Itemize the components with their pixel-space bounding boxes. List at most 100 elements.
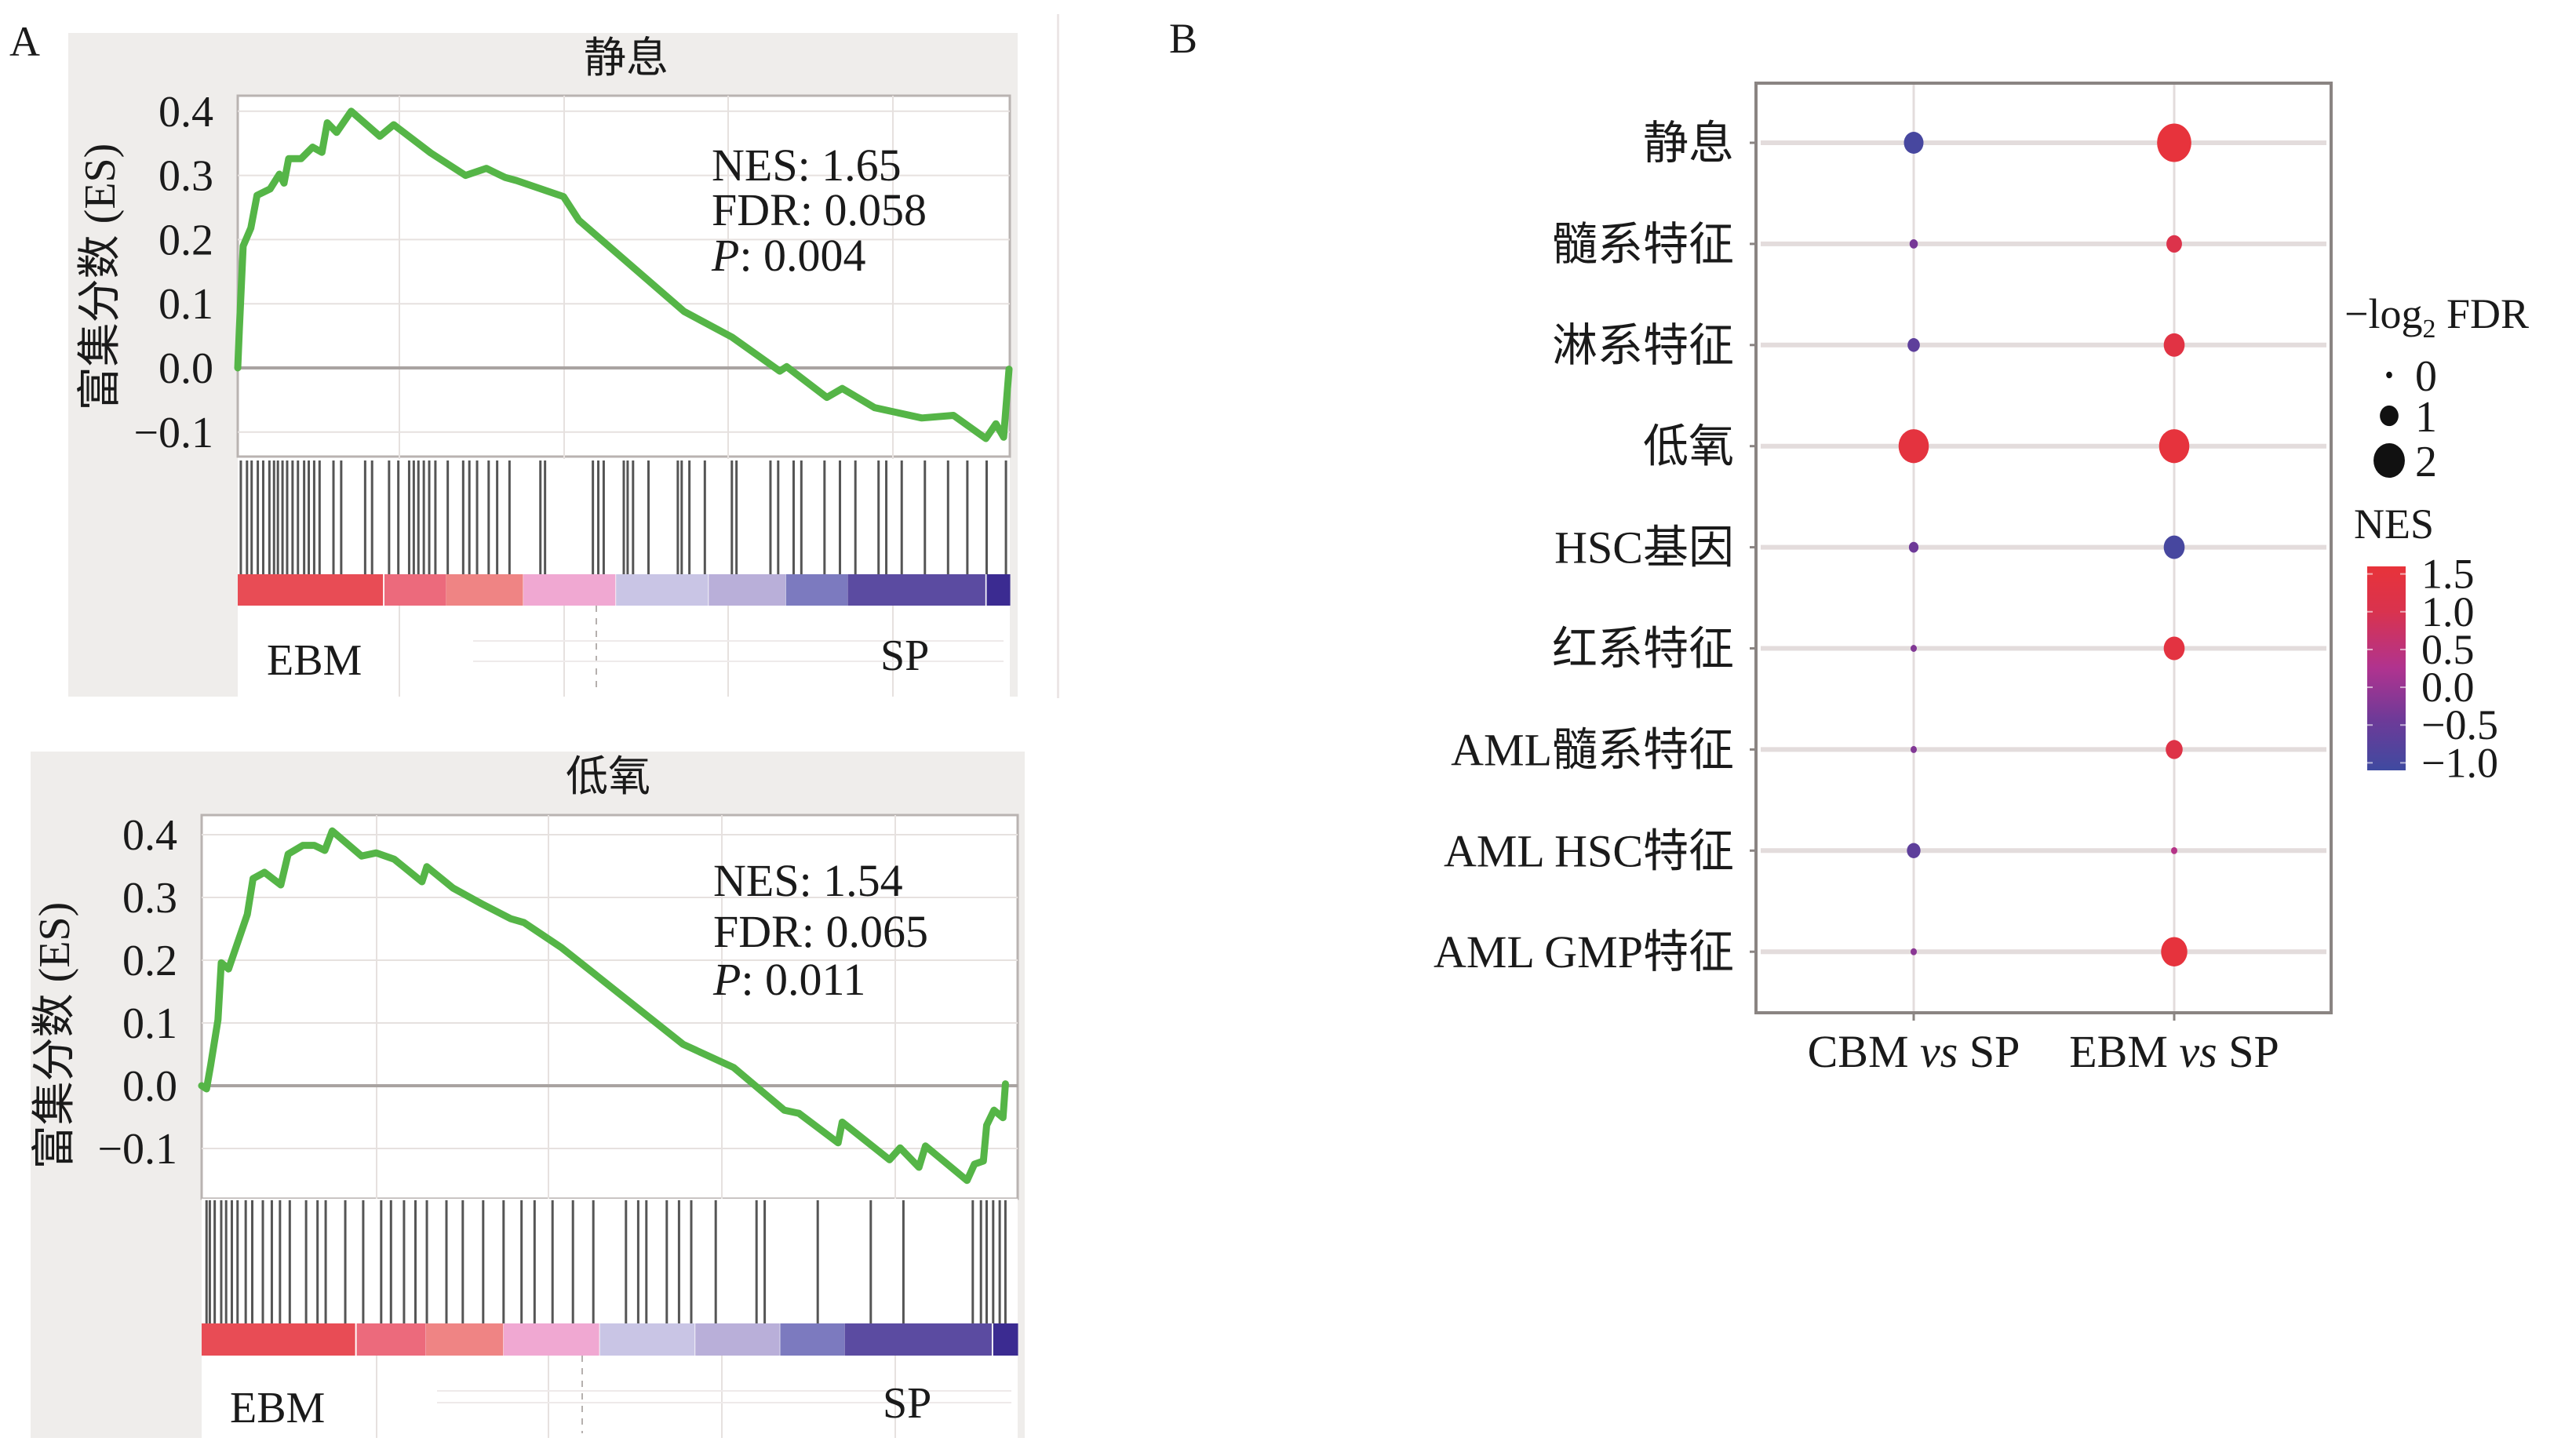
bubble-point — [1909, 238, 1918, 249]
panel-b-label: B — [1169, 15, 1198, 62]
rank-color-segment — [426, 1323, 504, 1356]
size-legend-title: −log2 FDR — [2344, 290, 2529, 344]
y-tick-label: 0.2 — [158, 216, 213, 264]
bubble-point — [2157, 123, 2191, 162]
rank-color-segment — [993, 1323, 1018, 1356]
es-curve — [234, 107, 1013, 442]
group-label-left: EBM — [230, 1384, 325, 1432]
y-category-label: AML GMP特征 — [1434, 926, 1734, 977]
x-label-cbm: CBM vs SP — [1808, 1026, 2020, 1077]
color-legend-title: NES — [2354, 500, 2434, 548]
y-category-label: 静息 — [1643, 118, 1734, 169]
y-tick-label: 0.4 — [158, 88, 213, 136]
y-tick-label: 0.2 — [122, 937, 177, 985]
x-label-ebm: EBM vs SP — [2069, 1026, 2279, 1077]
rank-color-segment — [384, 574, 446, 606]
rank-color-segment — [986, 574, 1011, 606]
y-category-label: 淋系特征 — [1552, 320, 1734, 371]
p-stat: P: 0.004 — [711, 230, 866, 281]
y-tick-label: 0.3 — [158, 152, 213, 201]
colorbar-tick-label: 0.0 — [2421, 664, 2475, 711]
colorbar-tick-label: 0.5 — [2421, 626, 2475, 673]
rank-color-segment — [523, 574, 616, 606]
rank-color-segment — [599, 1323, 695, 1356]
bubble-point — [1911, 948, 1917, 956]
es-plot-frame — [236, 94, 1011, 458]
bubble-point — [2166, 740, 2183, 759]
y-tick-label: 0.1 — [122, 999, 177, 1048]
panel-separator — [1057, 14, 1059, 698]
rank-color-segment — [446, 574, 523, 606]
rank-color-segment — [785, 574, 848, 606]
rank-color-segment — [356, 1323, 426, 1356]
y-tick-label: 0.3 — [122, 874, 177, 923]
bubble-point — [1911, 745, 1917, 753]
p-stat: P: 0.011 — [712, 954, 865, 1005]
panel-a-label: A — [9, 18, 40, 65]
plot-title: 静息 — [584, 35, 669, 82]
size-legend-dot — [2386, 371, 2392, 379]
rank-color-segment — [780, 1323, 845, 1356]
bubble-point — [2163, 636, 2185, 661]
y-category-label: 低氧 — [1643, 421, 1734, 472]
colorbar-tick-label: −0.5 — [2421, 701, 2498, 748]
rank-color-segment — [844, 1323, 992, 1356]
color-legend: NES 1.51.00.50.0−0.5−1.0 — [2354, 500, 2498, 786]
nes-colorbar — [2367, 566, 2406, 770]
rank-color-segment — [503, 1323, 599, 1356]
group-label-left: EBM — [267, 636, 362, 685]
es-curve — [198, 827, 1009, 1185]
y-tick-label: 0.1 — [158, 280, 213, 329]
y-category-label: AML髓系特征 — [1451, 724, 1734, 775]
rank-color-segment — [847, 574, 985, 606]
nes-stat: NES: 1.65 — [712, 140, 902, 191]
rank-color-segment — [709, 574, 786, 606]
y-tick-label: 0.0 — [122, 1062, 177, 1111]
bubble-point — [1903, 132, 1924, 154]
y-category-label: 髓系特征 — [1552, 219, 1734, 270]
rank-color-segment — [238, 574, 384, 606]
nes-stat: NES: 1.54 — [713, 855, 903, 906]
size-legend-label: 1 — [2415, 393, 2437, 442]
y-axis-title: 富集分数 (ES) — [76, 144, 125, 411]
y-tick-label: −0.1 — [133, 409, 213, 457]
colorbar-tick-label: 1.0 — [2421, 588, 2475, 635]
rank-color-segment — [616, 574, 709, 606]
size-legend-dot — [2380, 405, 2399, 427]
colorbar-tick-label: 1.5 — [2421, 551, 2475, 598]
size-legend-label: 0 — [2415, 352, 2437, 401]
size-legend-dot — [2373, 442, 2405, 479]
bubble-point — [1907, 843, 1921, 859]
bubble-point — [1898, 429, 1929, 464]
rank-color-segment — [202, 1323, 355, 1356]
rank-color-segment — [695, 1323, 780, 1356]
bubble-point — [2171, 846, 2177, 854]
y-category-label: HSC基因 — [1554, 522, 1734, 573]
bubble-point — [1911, 645, 1917, 652]
bubble-point — [2163, 535, 2185, 559]
group-label-right: SP — [883, 1379, 931, 1428]
bubble-point — [2159, 429, 2190, 464]
bubble-point — [2166, 235, 2182, 253]
bubble-point — [2161, 937, 2188, 966]
y-category-label: AML HSC特征 — [1444, 825, 1734, 876]
y-tick-label: −0.1 — [97, 1125, 177, 1174]
y-category-label: 红系特征 — [1552, 624, 1734, 675]
fdr-stat: FDR: 0.058 — [712, 184, 927, 235]
size-legend: −log2 FDR 012 — [2344, 290, 2529, 486]
plot-title: 低氧 — [566, 753, 650, 800]
colorbar-tick-label: −1.0 — [2421, 739, 2498, 786]
group-label-right: SP — [880, 632, 929, 680]
bubble-point — [1907, 338, 1920, 352]
bubble-point — [2163, 333, 2185, 357]
hit-barcode-area — [202, 1199, 1018, 1323]
size-legend-label: 2 — [2415, 438, 2437, 486]
y-tick-label: 0.0 — [158, 344, 213, 393]
fdr-stat: FDR: 0.065 — [713, 906, 928, 957]
y-axis-title: 富集分数 (ES) — [31, 902, 79, 1170]
bubble-point — [1908, 541, 1919, 553]
y-tick-label: 0.4 — [122, 811, 177, 860]
